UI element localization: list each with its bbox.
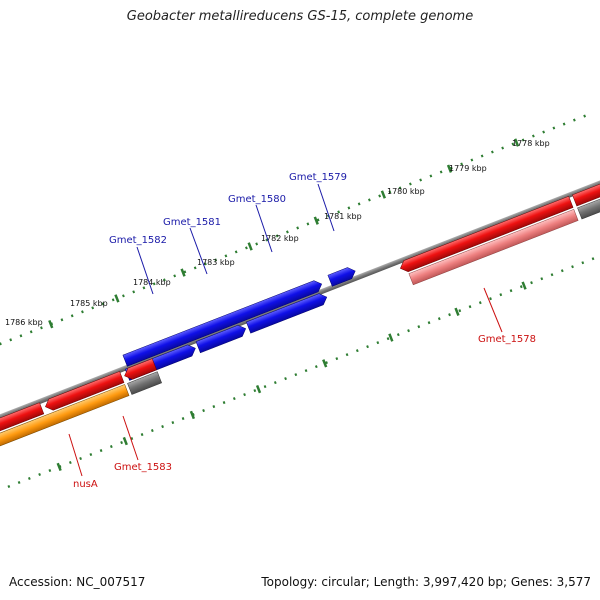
leader-gmet-1579 [317, 183, 335, 232]
outer-tick [247, 242, 253, 251]
tick-label-1780: 1780 kbp [387, 187, 425, 196]
leader-gmet-1580 [255, 204, 273, 253]
outer-tick [48, 320, 54, 329]
gene-gmet-1580-block [246, 293, 328, 334]
gene-blue-row2[interactable] [124, 291, 329, 381]
outer-scale [0, 111, 593, 362]
leader-gmet-1578 [483, 287, 503, 333]
genome-summary-text: Topology: circular; Length: 3,997,420 bp… [261, 575, 591, 589]
inner-tick [454, 307, 460, 316]
gene-nusA-block [45, 371, 125, 411]
label-gmet-1581: Gmet_1581 [163, 217, 221, 228]
map-title: Geobacter metallireducens GS-15, complet… [126, 9, 474, 24]
inner-tick [388, 333, 394, 342]
gene-gmet-1578-block [400, 195, 574, 273]
tick-label-1781: 1781 kbp [324, 212, 362, 221]
gene-pink-right[interactable] [408, 190, 600, 286]
inner-scale [7, 238, 600, 489]
gene-red-far-left [0, 402, 45, 436]
gene-gmet-1581-block [195, 324, 247, 354]
gene-blue-row1[interactable] [122, 265, 357, 367]
leader-nusA [68, 433, 83, 477]
label-gmet-1583: Gmet_1583 [114, 462, 172, 473]
inner-tick [521, 281, 527, 290]
inner-tick [56, 462, 62, 472]
gene-red-far-right [572, 177, 600, 207]
tick-label-1778: 1778 kbp [512, 139, 550, 148]
gene-gmet-1578-feature [408, 209, 579, 286]
inner-tick [255, 384, 262, 394]
outer-tick [313, 216, 319, 225]
gene-gmet-1579-block [327, 267, 356, 287]
gene-gray-far-right [577, 190, 600, 220]
accession-text: Accession: NC_007517 [9, 575, 146, 589]
tick-label-1779: 1779 kbp [449, 164, 487, 173]
gene-label-leaders [68, 183, 503, 477]
tick-labels: 1778 kbp 1779 kbp 1780 kbp 1781 kbp 1782… [5, 139, 550, 327]
gene-labels: Gmet_1579 Gmet_1580 Gmet_1581 Gmet_1582 … [73, 172, 536, 490]
tick-label-1783: 1783 kbp [197, 258, 235, 267]
tick-label-1786: 1786 kbp [5, 318, 43, 327]
gene-gmet-1581-1582-block [122, 280, 323, 367]
outer-tick [513, 138, 520, 147]
gene-red-left[interactable] [0, 358, 157, 436]
label-gmet-1582: Gmet_1582 [109, 235, 167, 246]
outer-major-ticks [48, 138, 520, 329]
leader-gmet-1581 [189, 227, 208, 275]
gene-orange-left[interactable] [0, 371, 162, 449]
outer-tick [380, 190, 386, 199]
leader-gmet-1583 [122, 415, 139, 461]
outer-tick [114, 294, 120, 303]
tick-label-1782: 1782 kbp [261, 234, 299, 243]
gene-gmet-1583-feature [127, 371, 162, 395]
label-nusA: nusA [73, 479, 98, 490]
gene-red-right[interactable] [398, 177, 600, 274]
tick-label-1784: 1784 kbp [133, 278, 171, 287]
inner-tick [322, 359, 328, 368]
outer-tick [180, 268, 186, 277]
label-gmet-1580: Gmet_1580 [228, 194, 286, 205]
gene-nusA-feature [0, 384, 130, 449]
leader-gmet-1582 [136, 246, 154, 295]
inner-tick [122, 436, 128, 446]
inner-tick [189, 410, 196, 420]
label-gmet-1578: Gmet_1578 [478, 334, 536, 345]
gene-gmet-1583-block [124, 358, 157, 380]
label-gmet-1579: Gmet_1579 [289, 172, 347, 183]
outer-tick [446, 164, 453, 173]
tick-label-1785: 1785 kbp [70, 299, 108, 308]
